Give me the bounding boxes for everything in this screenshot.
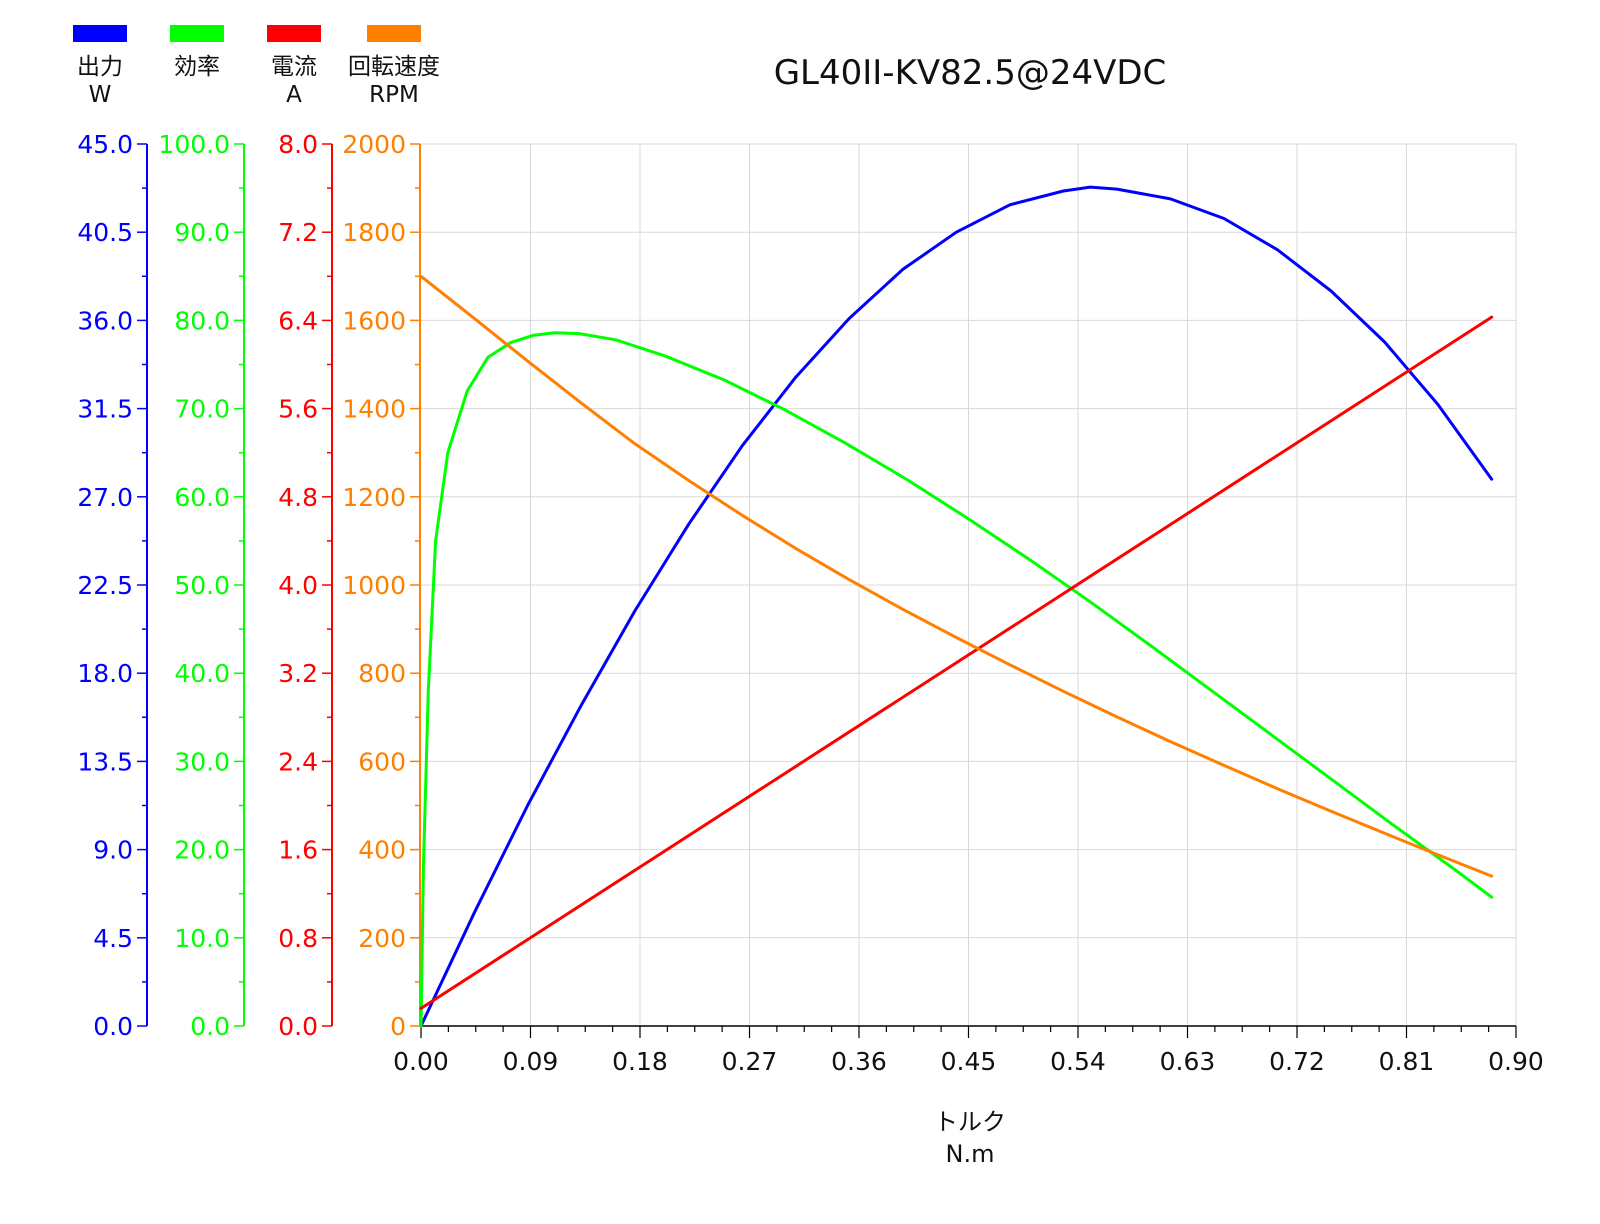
series-line-output: [419, 185, 1494, 1028]
y-tick-label: 1.6: [278, 836, 318, 865]
y-tick-label: 9.0: [93, 836, 133, 865]
y-tick-label: 4.8: [278, 483, 318, 512]
y-tick-label: 31.5: [77, 395, 133, 424]
y-tick-label: 36.0: [77, 306, 133, 335]
y-axis-current: 0.0 0.8 1.6 2.4 3.2 4.0 4.8 5.6 6.4 7.2 8.0: [278, 130, 333, 1041]
legend-label: 効率: [174, 54, 220, 80]
y-tick-label: 70.0: [174, 395, 230, 424]
legend-swatch: [170, 25, 224, 42]
y-tick-label: 100.0: [158, 130, 230, 159]
y-axis-speed: 0 200 400 600 800 1000 1200 1400 1600 1800 2000: [342, 130, 421, 1041]
y-tick-label: 60.0: [174, 483, 230, 512]
y-tick-label: 5.6: [278, 395, 318, 424]
y-tick-label: 45.0: [77, 130, 133, 159]
y-tick-label: 7.2: [278, 218, 318, 247]
x-tick-label: 0.54: [1050, 1047, 1106, 1076]
grid: [421, 143, 1517, 1026]
legend-item-efficiency: 効率: [170, 25, 224, 80]
x-tick-label: 0.36: [831, 1047, 887, 1076]
x-tick-label: 0.63: [1160, 1047, 1216, 1076]
y-tick-label: 80.0: [174, 306, 230, 335]
legend-item-output: 出力W: [73, 25, 127, 108]
y-tick-label: 40.0: [174, 659, 230, 688]
y-axis-output: 0.0 4.5 9.0 13.5 18.0 22.5 27.0 31.5 36.0 40.5 45.…: [77, 130, 148, 1041]
series-line-current: [419, 315, 1494, 1010]
y-axes: 0.0 4.5 9.0 13.5 18.0 22.5 27.0 31.5 36.0 40.5 45.…: [77, 130, 421, 1041]
legend-unit: A: [286, 82, 302, 108]
legend-swatch: [367, 25, 421, 42]
x-tick-label: 0.27: [722, 1047, 778, 1076]
y-tick-label: 30.0: [174, 747, 230, 776]
legend-label: 回転速度: [348, 54, 440, 80]
y-tick-label: 800: [358, 659, 406, 688]
y-tick-label: 27.0: [77, 483, 133, 512]
legend-label: 電流: [271, 54, 317, 80]
legend-label: 出力: [77, 54, 123, 80]
y-tick-label: 1800: [342, 218, 406, 247]
chart-title: GL40II-KV82.5@24VDC: [774, 53, 1167, 93]
x-tick-label: 0.09: [503, 1047, 559, 1076]
x-tick-label: 0.18: [612, 1047, 668, 1076]
series-line-speed: [419, 274, 1494, 878]
series-lines: [419, 185, 1494, 1028]
y-tick-label: 1400: [342, 395, 406, 424]
legend-swatch: [73, 25, 127, 42]
legend-unit: RPM: [369, 82, 419, 108]
x-tick-label: 0.90: [1488, 1047, 1544, 1076]
y-tick-label: 1200: [342, 483, 406, 512]
x-axis-unit: N.m: [946, 1140, 995, 1168]
y-tick-label: 2.4: [278, 747, 318, 776]
y-tick-label: 20.0: [174, 836, 230, 865]
y-tick-label: 90.0: [174, 218, 230, 247]
y-tick-label: 0: [390, 1012, 406, 1041]
y-tick-label: 4.5: [93, 924, 133, 953]
y-axis-efficiency: 0.0 10.0 20.0 30.0 40.0 50.0 60.0 70.0 80.0 90.0 1…: [158, 130, 245, 1041]
x-tick-label: 0.81: [1379, 1047, 1435, 1076]
y-tick-label: 8.0: [278, 130, 318, 159]
legend-item-current: 電流A: [267, 25, 321, 108]
x-axis-title: トルク: [934, 1108, 1006, 1136]
y-tick-label: 200: [358, 924, 406, 953]
y-tick-label: 3.2: [278, 659, 318, 688]
y-tick-label: 6.4: [278, 306, 318, 335]
x-tick-label: 0.72: [1269, 1047, 1325, 1076]
x-axis: 0.00 0.09 0.18 0.27 0.36 0.45 0.54 0.63 0.72 0.81…: [393, 1025, 1544, 1076]
y-tick-label: 0.0: [190, 1012, 230, 1041]
y-tick-label: 4.0: [278, 571, 318, 600]
y-tick-label: 13.5: [77, 747, 133, 776]
y-tick-label: 0.0: [278, 1012, 318, 1041]
y-tick-label: 10.0: [174, 924, 230, 953]
series-line-efficiency: [419, 331, 1494, 1028]
y-tick-label: 1600: [342, 306, 406, 335]
y-tick-label: 2000: [342, 130, 406, 159]
y-tick-label: 0.8: [278, 924, 318, 953]
y-tick-label: 40.5: [77, 218, 133, 247]
y-tick-label: 22.5: [77, 571, 133, 600]
x-tick-label: 0.00: [393, 1047, 449, 1076]
y-tick-label: 600: [358, 747, 406, 776]
y-tick-label: 18.0: [77, 659, 133, 688]
legend-swatch: [267, 25, 321, 42]
y-tick-label: 400: [358, 836, 406, 865]
y-tick-label: 50.0: [174, 571, 230, 600]
y-tick-label: 1000: [342, 571, 406, 600]
y-tick-label: 0.0: [93, 1012, 133, 1041]
legend-unit: W: [89, 82, 112, 108]
x-tick-label: 0.45: [941, 1047, 997, 1076]
